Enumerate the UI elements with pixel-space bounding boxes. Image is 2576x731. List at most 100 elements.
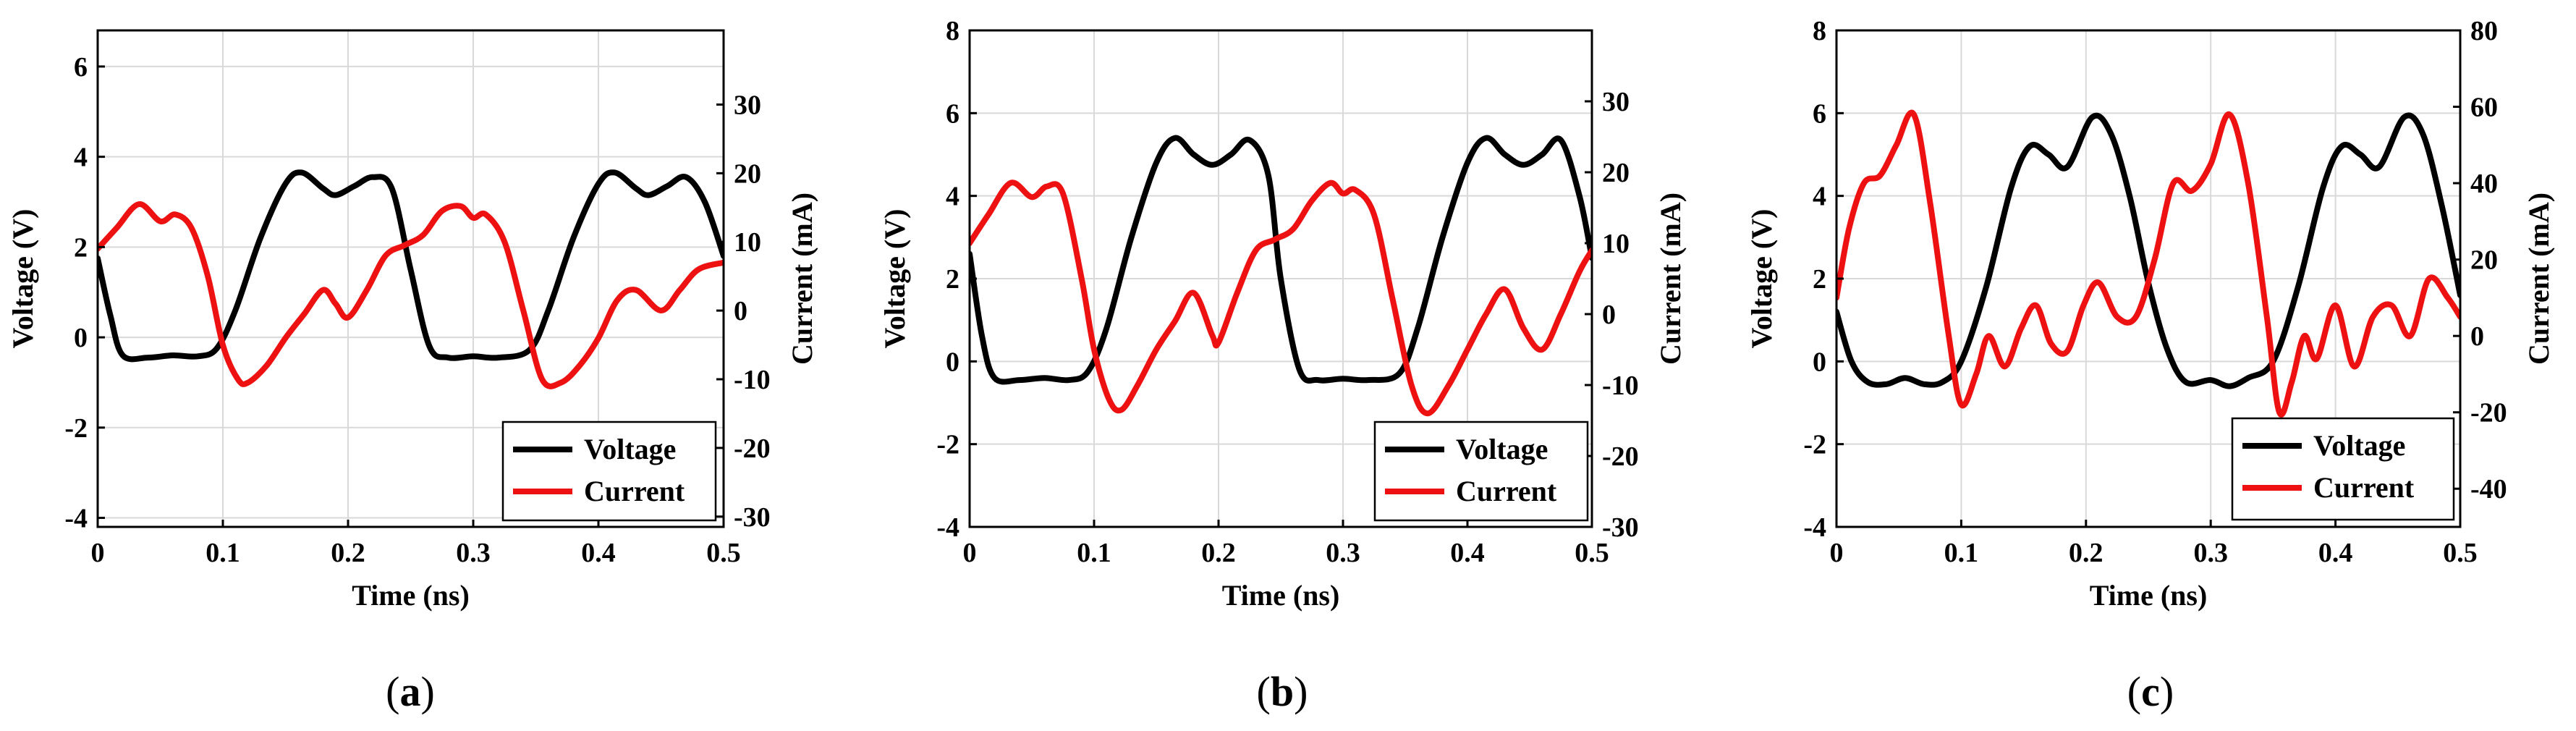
series-line-current [98,201,724,389]
x-tick-label: 0 [1830,538,1844,568]
series-line-current [1836,109,2460,418]
y2-tick-label: 10 [1602,229,1630,259]
panel-caption: (c) [2127,668,2174,715]
y2-tick-label: -10 [1602,371,1639,401]
x-tick-label: 0.2 [2069,538,2103,568]
plot-frame [96,29,725,528]
y2-tick-label: -30 [734,502,771,533]
y-axis-label: Voltage (V) [1745,209,1778,349]
y-tick-label: 2 [74,232,88,263]
y2-axis-label: Current (mA) [786,193,818,365]
x-tick-label: 0.4 [2318,538,2353,568]
legend-label-voltage: Voltage [1456,433,1548,465]
y2-tick-label: 10 [734,227,761,258]
x-tick-label: 0 [91,538,105,568]
legend-label-current: Current [2313,471,2415,504]
panel-caption: (b) [1257,668,1308,715]
y-tick-label: 0 [946,347,959,377]
y2-tick-label: -20 [1602,441,1639,472]
y-tick-label: -4 [64,504,88,534]
x-tick-label: 0.3 [456,538,491,568]
caption-open-paren: ( [386,668,399,715]
x-tick-label: 0.4 [581,538,616,568]
x-tick-label: 0.2 [331,538,365,568]
y-tick-label: 6 [946,98,959,129]
x-tick-label: 0.5 [1575,538,1609,568]
x-tick-label: 0 [963,538,977,568]
y-tick-label: -2 [1803,430,1826,460]
legend-label-current: Current [1456,475,1557,507]
y-axis-label: Voltage (V) [7,209,39,349]
y2-tick-label: -20 [2470,398,2507,428]
y2-tick-label: 40 [2470,169,2498,199]
caption-close-paren: ) [1294,668,1308,715]
y2-tick-label: -20 [734,434,771,464]
y-tick-label: 2 [946,264,959,295]
legend: Voltage Current [501,421,717,522]
y-tick-label: 8 [946,16,959,46]
caption-letter: b [1271,668,1294,715]
y-tick-label: 8 [1813,16,1826,46]
y2-tick-label: 20 [734,159,761,189]
y-tick-label: 0 [1813,347,1826,377]
x-tick-label: 0.2 [1201,538,1236,568]
y2-tick-label: 0 [734,296,747,326]
y-axis-label: Voltage (V) [878,209,911,349]
y2-tick-label: -30 [1602,512,1639,543]
x-axis-label: Time (ns) [1222,579,1340,612]
y2-tick-label: -40 [2470,474,2507,504]
y2-tick-label: 30 [734,90,761,120]
x-tick-label: 0.1 [1077,538,1111,568]
x-axis-label: Time (ns) [2090,579,2208,612]
y2-axis-label: Current (mA) [1654,193,1687,365]
caption-close-paren: ) [421,668,435,715]
x-tick-label: 0.3 [1326,538,1360,568]
y-tick-label: 6 [1813,98,1826,129]
y-tick-label: 2 [1813,264,1826,295]
y-tick-label: -2 [936,430,959,460]
y2-tick-label: 20 [1602,158,1630,188]
x-tick-label: 0.4 [1450,538,1485,568]
legend-label-voltage: Voltage [2313,429,2405,462]
legend-box [501,421,717,522]
caption-open-paren: ( [2127,668,2141,715]
y2-tick-label: 20 [2470,245,2498,276]
x-tick-label: 0.5 [706,538,741,568]
y-tick-label: 4 [946,182,959,212]
x-tick-label: 0.1 [1944,538,1979,568]
chart-panel-b: 0 0.1 0.2 0.3 0.4 0.5-4-202468-30-20-10010203… [878,16,1687,715]
y-tick-label: 4 [1813,182,1826,212]
y-tick-label: 6 [74,52,88,83]
x-tick-label: 0.1 [206,538,240,568]
y2-tick-label: 30 [1602,87,1630,117]
panel-caption: (a) [386,668,435,715]
legend-box [1373,421,1589,522]
legend: Voltage Current [2231,417,2455,521]
caption-open-paren: ( [1257,668,1271,715]
chart-panel-c: 0 0.1 0.2 0.3 0.4 0.5-4-202468-40-20020406080… [1745,16,2555,715]
caption-letter: c [2141,668,2160,715]
x-axis-label: Time (ns) [352,579,470,612]
series-group [1836,109,2460,418]
y2-tick-label: 60 [2470,93,2498,123]
y-tick-label: 0 [74,323,88,353]
series-line-current [970,179,1592,417]
y2-tick-label: 0 [1602,300,1616,330]
x-tick-label: 0.3 [2193,538,2228,568]
series-line-voltage [98,169,724,363]
y2-tick-label: -10 [734,365,771,395]
legend: Voltage Current [1373,421,1589,522]
y2-tick-label: 80 [2470,16,2498,46]
series-group [970,135,1592,417]
caption-close-paren: ) [2160,668,2174,715]
x-tick-label: 0.5 [2443,538,2478,568]
y-tick-label: -4 [1803,512,1826,543]
legend-label-voltage: Voltage [584,433,676,465]
y-tick-label: 4 [74,143,88,173]
y-tick-label: -2 [64,413,88,444]
y2-axis-label: Current (mA) [2522,193,2555,365]
legend-box [2231,417,2455,521]
legend-label-current: Current [584,475,685,507]
y-tick-label: -4 [936,512,959,543]
